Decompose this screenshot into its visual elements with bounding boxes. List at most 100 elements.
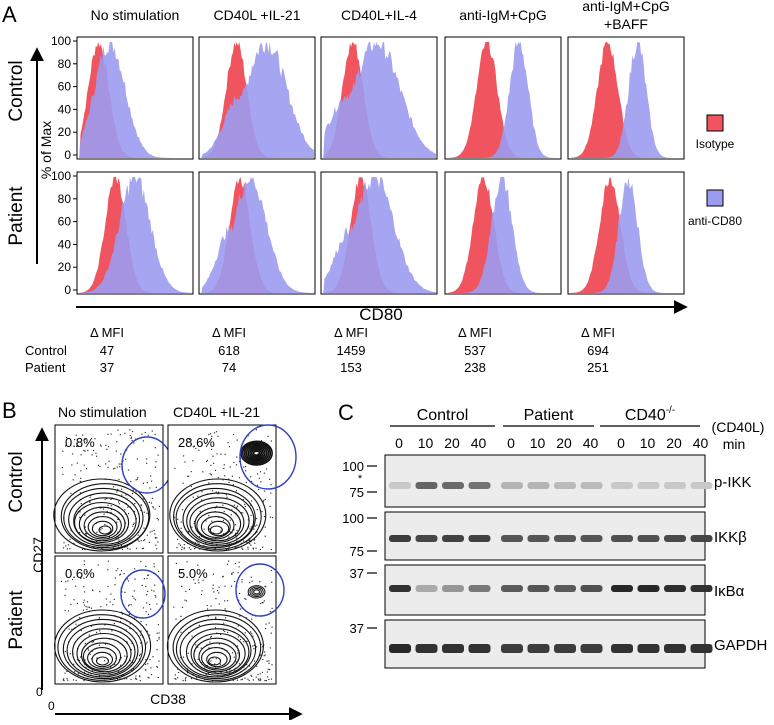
legend-label-isotype: Isotype bbox=[696, 137, 735, 151]
event-dot bbox=[192, 496, 194, 498]
event-dot bbox=[121, 613, 123, 615]
event-dot bbox=[225, 617, 227, 619]
event-dot bbox=[217, 491, 220, 493]
event-dot bbox=[217, 435, 219, 437]
event-dot bbox=[182, 482, 184, 484]
event-dot bbox=[154, 447, 156, 449]
event-dot bbox=[154, 595, 156, 597]
contour-line bbox=[240, 440, 273, 466]
event-dot bbox=[119, 574, 121, 576]
anti-cd80-histogram bbox=[78, 177, 192, 293]
histogram-patient-1 bbox=[198, 171, 316, 295]
event-dot bbox=[177, 668, 179, 670]
event-dot bbox=[235, 490, 237, 492]
event-dot bbox=[227, 442, 229, 444]
blot-ikk: IKKβ 100 75 bbox=[342, 511, 747, 561]
event-dot bbox=[129, 429, 131, 431]
event-dot bbox=[234, 547, 236, 549]
event-dot bbox=[64, 650, 66, 653]
event-dot bbox=[184, 678, 186, 680]
event-dot bbox=[117, 518, 119, 520]
event-dot bbox=[180, 657, 182, 659]
event-dot bbox=[235, 661, 237, 663]
event-dot bbox=[62, 473, 64, 475]
timepoint-label: 20 bbox=[556, 435, 572, 451]
mw-marker: 75 bbox=[350, 485, 364, 500]
event-dot bbox=[157, 624, 159, 626]
event-dot bbox=[211, 448, 213, 450]
event-dot bbox=[157, 519, 159, 521]
event-dot bbox=[60, 580, 62, 582]
histogram-patient-3 bbox=[444, 171, 562, 295]
event-dot bbox=[234, 580, 236, 583]
event-dot bbox=[79, 516, 81, 518]
mfi-patient-value: 74 bbox=[222, 360, 236, 375]
event-dot bbox=[106, 604, 108, 606]
event-dot bbox=[245, 465, 247, 468]
event-dot bbox=[252, 547, 254, 549]
event-dot bbox=[246, 640, 248, 642]
event-dot bbox=[262, 546, 264, 548]
min-label: min bbox=[723, 436, 746, 452]
event-dot bbox=[152, 656, 154, 658]
event-dot bbox=[118, 501, 120, 503]
band bbox=[415, 535, 438, 542]
event-dot bbox=[107, 433, 109, 435]
contour-line bbox=[198, 642, 237, 671]
event-dot bbox=[135, 479, 137, 481]
event-dot bbox=[64, 594, 66, 596]
histogram-patient-2 bbox=[320, 171, 438, 295]
event-dot bbox=[99, 465, 101, 468]
event-dot bbox=[250, 544, 252, 546]
event-dot bbox=[139, 655, 141, 657]
event-dot bbox=[209, 433, 212, 435]
event-dot bbox=[75, 585, 77, 587]
panel-b-row-control: Control bbox=[6, 451, 27, 512]
contour-line bbox=[243, 443, 270, 463]
event-dot bbox=[219, 663, 221, 665]
event-dot bbox=[156, 649, 158, 651]
event-dot bbox=[207, 672, 209, 674]
event-dot bbox=[77, 445, 79, 447]
event-dot bbox=[145, 643, 147, 645]
event-dot bbox=[271, 664, 273, 666]
contour-line bbox=[87, 516, 118, 538]
event-dot bbox=[124, 509, 126, 511]
anti-cd80-histogram bbox=[200, 42, 314, 158]
event-dot bbox=[201, 499, 203, 501]
event-dot bbox=[238, 460, 241, 462]
event-dot bbox=[158, 636, 160, 638]
event-dot bbox=[156, 603, 158, 605]
event-dot bbox=[79, 511, 81, 513]
event-dot bbox=[100, 445, 102, 447]
mfi-header: Δ MFI bbox=[334, 325, 368, 340]
event-dot bbox=[264, 535, 266, 537]
event-dot bbox=[157, 454, 159, 456]
band bbox=[637, 482, 660, 489]
event-dot bbox=[84, 591, 86, 593]
event-dot bbox=[197, 646, 199, 648]
event-dot bbox=[80, 470, 82, 472]
contour-line bbox=[247, 585, 266, 599]
event-dot bbox=[64, 609, 66, 612]
event-dot bbox=[150, 608, 152, 610]
event-dot bbox=[140, 505, 142, 507]
event-dot bbox=[215, 658, 217, 660]
event-dot bbox=[256, 517, 258, 520]
event-dot bbox=[190, 677, 193, 680]
event-dot bbox=[264, 654, 266, 656]
event-dot bbox=[244, 503, 246, 505]
event-dot bbox=[248, 540, 250, 542]
event-dot bbox=[117, 671, 119, 673]
mfi-header: Δ MFI bbox=[212, 325, 246, 340]
isotype-histogram bbox=[569, 42, 683, 158]
event-dot bbox=[121, 488, 123, 490]
y-tick-label: 100 bbox=[51, 34, 71, 48]
event-dot bbox=[127, 506, 129, 508]
event-dot bbox=[252, 635, 254, 637]
event-dot bbox=[213, 432, 216, 434]
event-dot bbox=[127, 469, 130, 471]
event-dot bbox=[106, 448, 108, 450]
event-dot bbox=[67, 610, 70, 612]
blot-name: p-IKK bbox=[714, 474, 752, 491]
